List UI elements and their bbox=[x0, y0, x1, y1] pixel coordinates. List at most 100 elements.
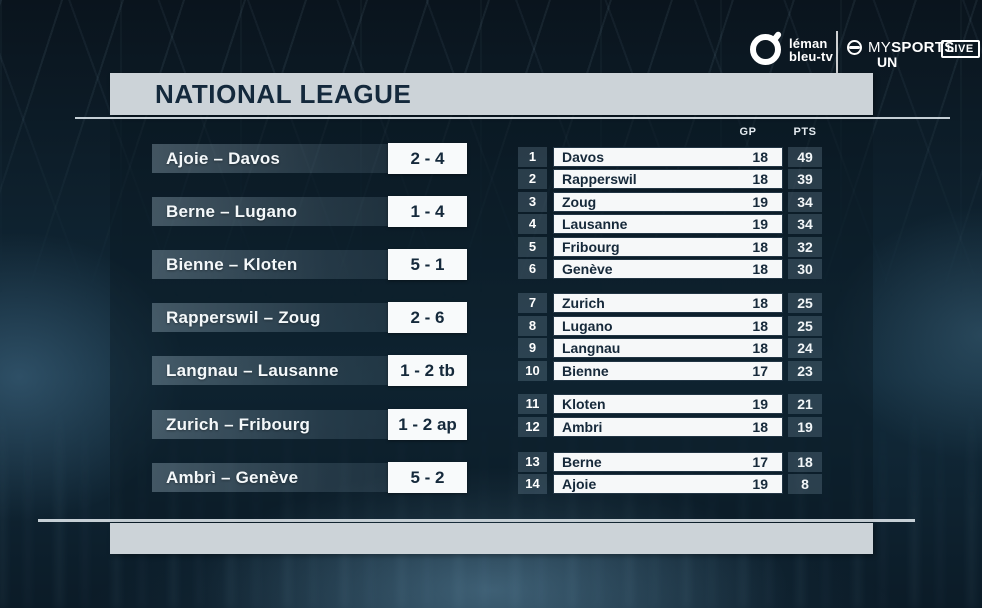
standings-team-name: Kloten bbox=[562, 396, 606, 412]
standings-gp: 18 bbox=[752, 238, 768, 255]
standings-pts: 32 bbox=[788, 236, 822, 257]
standings-row: 3 Zoug 19 34 bbox=[518, 191, 822, 212]
standings-team-name: Ajoie bbox=[562, 476, 597, 492]
standings-gp: 18 bbox=[752, 295, 768, 311]
match-teams: Ajoie – Davos bbox=[166, 149, 281, 168]
standings-rank: 9 bbox=[518, 338, 547, 358]
standings-row: 8 Lugano 18 25 bbox=[518, 315, 822, 336]
standings-team-box: Kloten 19 bbox=[553, 394, 783, 414]
leman-bleu-logo-icon bbox=[750, 34, 781, 65]
standings-team-box: Rapperswil 18 bbox=[553, 169, 783, 189]
standings-team-box: Genève 18 bbox=[553, 259, 783, 279]
standings-team-name: Bienne bbox=[562, 362, 609, 379]
standings-pts: 19 bbox=[788, 416, 822, 437]
standings-team-name: Ambri bbox=[562, 418, 603, 435]
standings-team-box: Davos 18 bbox=[553, 146, 783, 167]
ice-glow-texture bbox=[0, 398, 982, 608]
standings-team-box: Ambri 18 bbox=[553, 416, 783, 437]
match-score: 1 - 4 bbox=[388, 196, 467, 227]
standings-pts: 25 bbox=[788, 315, 822, 336]
standings-gp: 19 bbox=[752, 396, 768, 412]
standings-gp: 18 bbox=[752, 148, 768, 165]
page-title: NATIONAL LEAGUE bbox=[155, 79, 412, 109]
match-teams: Bienne – Kloten bbox=[166, 255, 298, 274]
standings-row: 10 Bienne 17 23 bbox=[518, 360, 822, 381]
standings-team-box: Ajoie 19 bbox=[553, 474, 783, 494]
match-row: Langnau – Lausanne 1 - 2 tb bbox=[152, 355, 467, 386]
standings-rank: 7 bbox=[518, 293, 547, 313]
match-teams: Langnau – Lausanne bbox=[166, 361, 339, 380]
match-score: 5 - 2 bbox=[388, 462, 467, 493]
standings-gp: 19 bbox=[752, 216, 768, 232]
standings-team-box: Lausanne 19 bbox=[553, 214, 783, 234]
standings-team-name: Langnau bbox=[562, 340, 621, 356]
title-bar: NATIONAL LEAGUE bbox=[110, 73, 873, 115]
mysports-logo-icon bbox=[847, 40, 862, 55]
standings-team-name: Zoug bbox=[562, 193, 597, 210]
roof-beams-texture bbox=[0, 0, 982, 304]
standings-gp: 18 bbox=[752, 171, 768, 187]
match-teams: Ambrì – Genève bbox=[166, 468, 299, 487]
match-row: Bienne – Kloten 5 - 1 bbox=[152, 249, 467, 280]
standings-rank: 13 bbox=[518, 451, 547, 472]
standings-team-name: Davos bbox=[562, 148, 605, 165]
standings-row: 4 Lausanne 19 34 bbox=[518, 214, 822, 234]
standings-rank: 1 bbox=[518, 146, 547, 167]
standings-team-name: Lausanne bbox=[562, 216, 628, 232]
match-row: Zurich – Fribourg 1 - 2 ap bbox=[152, 409, 467, 440]
standings-row: 7 Zurich 18 25 bbox=[518, 293, 822, 313]
standings-gp: 17 bbox=[752, 362, 768, 379]
standings-row: 2 Rapperswil 18 39 bbox=[518, 169, 822, 189]
standings-pts: 24 bbox=[788, 338, 822, 358]
match-score: 2 - 6 bbox=[388, 302, 467, 333]
standings-pts: 39 bbox=[788, 169, 822, 189]
standings-team-name: Lugano bbox=[562, 317, 613, 334]
match-row: Berne – Lugano 1 - 4 bbox=[152, 196, 467, 227]
standings-team-name: Berne bbox=[562, 453, 602, 470]
standings-rank: 2 bbox=[518, 169, 547, 189]
standings-team-name: Zurich bbox=[562, 295, 605, 311]
mysports-channel: UN bbox=[877, 54, 898, 70]
live-badge: LIVE bbox=[941, 40, 980, 58]
standings-team-box: Langnau 18 bbox=[553, 338, 783, 358]
standings-gp: 18 bbox=[752, 261, 768, 277]
standings-row: 12 Ambri 18 19 bbox=[518, 416, 822, 437]
standings-pts: 8 bbox=[788, 474, 822, 494]
standings-rank: 5 bbox=[518, 236, 547, 257]
gp-column-header: GP bbox=[739, 126, 757, 138]
match-row: Rapperswil – Zoug 2 - 6 bbox=[152, 302, 467, 333]
match-score: 1 - 2 ap bbox=[388, 409, 467, 440]
standings-rank: 10 bbox=[518, 360, 547, 381]
mysports-wordmark: MYSPORTS bbox=[868, 39, 955, 56]
leman-bleu-wordmark: léman bleu-tv bbox=[789, 37, 833, 63]
match-row: Ajoie – Davos 2 - 4 bbox=[152, 143, 467, 174]
standings-gp: 17 bbox=[752, 453, 768, 470]
bottom-bar bbox=[110, 523, 873, 554]
standings-rank: 14 bbox=[518, 474, 547, 494]
standings-team-box: Berne 17 bbox=[553, 451, 783, 472]
leman-line1: léman bbox=[789, 36, 828, 51]
standings-rank: 12 bbox=[518, 416, 547, 437]
standings-rank: 4 bbox=[518, 214, 547, 234]
standings-gp: 19 bbox=[752, 476, 768, 492]
standings-pts: 25 bbox=[788, 293, 822, 313]
leman-line2: bleu-tv bbox=[789, 49, 834, 64]
standings-row: 1 Davos 18 49 bbox=[518, 146, 822, 167]
match-teams: Zurich – Fribourg bbox=[166, 415, 311, 434]
standings-pts: 18 bbox=[788, 451, 822, 472]
standings-pts: 49 bbox=[788, 146, 822, 167]
standings-gp: 19 bbox=[752, 193, 768, 210]
standings-team-name: Fribourg bbox=[562, 238, 620, 255]
standings-pts: 34 bbox=[788, 214, 822, 234]
match-score: 1 - 2 tb bbox=[388, 355, 467, 386]
standings-gp: 18 bbox=[752, 418, 768, 435]
standings-pts: 34 bbox=[788, 191, 822, 212]
bottom-line bbox=[38, 519, 915, 522]
standings-rank: 6 bbox=[518, 259, 547, 279]
standings-row: 14 Ajoie 19 8 bbox=[518, 474, 822, 494]
standings-team-name: Genève bbox=[562, 261, 613, 277]
standings-team-box: Lugano 18 bbox=[553, 315, 783, 336]
standings-row: 6 Genève 18 30 bbox=[518, 259, 822, 279]
standings-team-name: Rapperswil bbox=[562, 171, 637, 187]
standings-rank: 3 bbox=[518, 191, 547, 212]
